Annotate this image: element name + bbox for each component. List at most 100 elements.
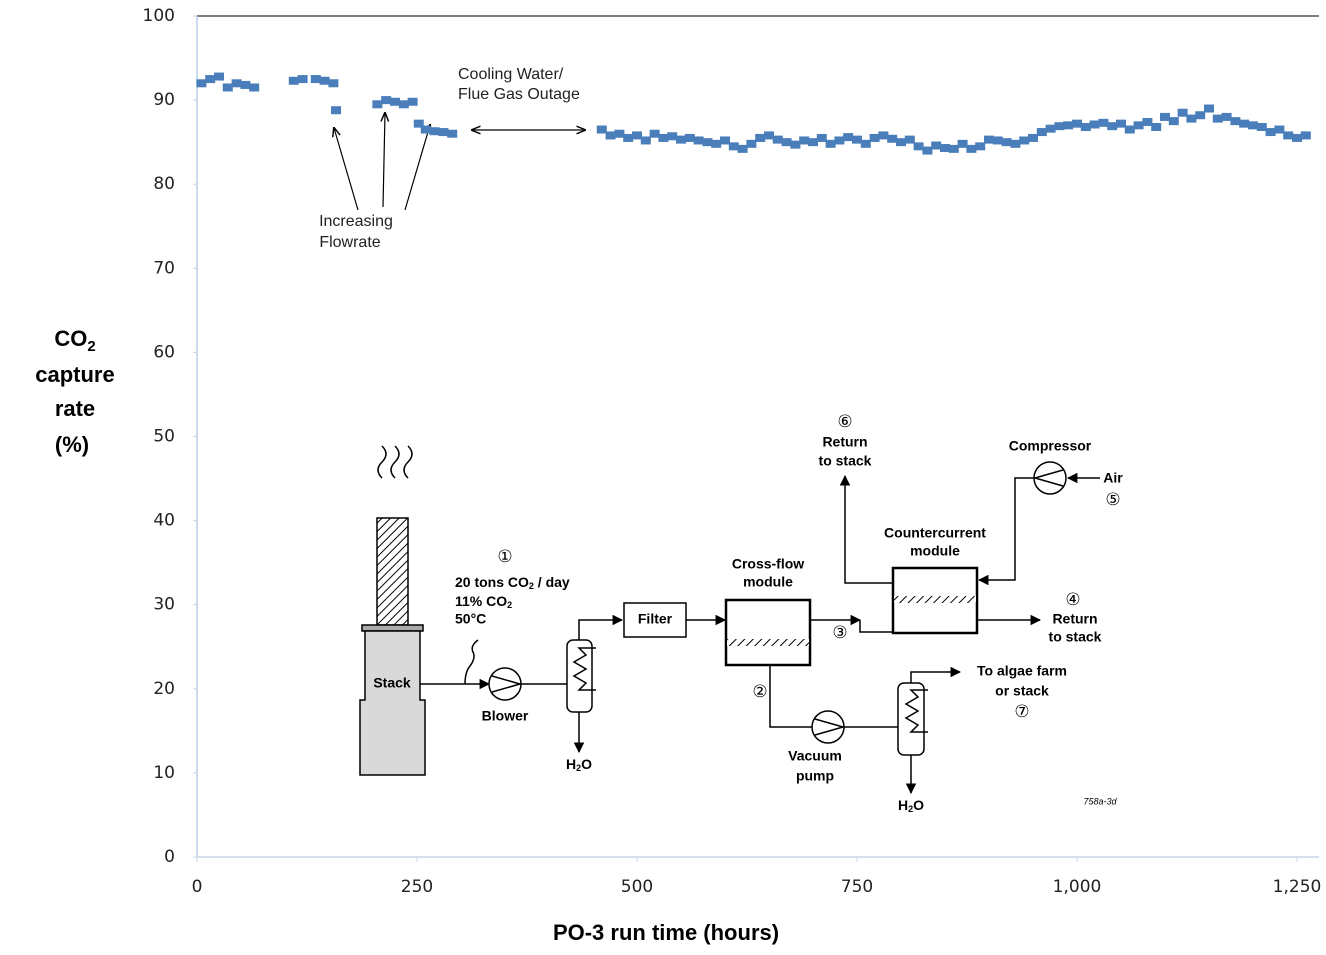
point: [966, 144, 977, 153]
point: [904, 135, 915, 144]
sub: 2: [576, 763, 581, 773]
point: [1019, 136, 1030, 145]
point: [808, 138, 818, 147]
point: [1283, 131, 1294, 140]
y-tick-label: 30: [153, 595, 175, 615]
point: [693, 136, 704, 145]
point: [1204, 104, 1214, 113]
point: [667, 132, 678, 141]
return-label: to stack: [819, 453, 872, 469]
point: [887, 134, 898, 143]
y-tick-label: 100: [143, 6, 175, 26]
point: [596, 125, 607, 134]
point: [931, 141, 942, 150]
x-tick-label: 750: [841, 877, 873, 897]
annotation: Flue Gas Outage: [458, 86, 580, 103]
stack-label: Stack: [373, 675, 411, 691]
point: [834, 136, 845, 145]
point: [632, 131, 642, 140]
point: [310, 75, 321, 84]
point: [331, 106, 342, 115]
point: [772, 135, 783, 144]
point: [764, 131, 774, 140]
y-label: CO2: [54, 326, 95, 355]
point: [702, 138, 713, 147]
point: [684, 133, 695, 142]
point: [913, 142, 924, 151]
point: [649, 129, 660, 138]
point: [728, 142, 739, 151]
y-label-sub: 2: [87, 338, 95, 355]
water-label: H2O: [898, 797, 924, 815]
crossflow-label: Cross-flow: [732, 556, 804, 572]
point: [1248, 121, 1258, 130]
water-label: H2O: [566, 756, 592, 774]
algae-label: To algae farm: [977, 663, 1067, 679]
point: [1098, 118, 1109, 127]
point: [1063, 121, 1074, 130]
y-label-main: CO: [54, 326, 87, 351]
point: [852, 135, 862, 144]
point: [860, 139, 871, 148]
point: [438, 128, 449, 137]
h: H: [898, 797, 908, 813]
point: [1045, 124, 1056, 133]
crossflow-label: module: [743, 574, 793, 590]
x-tick-label: 1,000: [1053, 877, 1102, 897]
point: [843, 133, 854, 142]
point: [825, 139, 836, 148]
stream-label: 50°C: [455, 611, 486, 627]
point: [781, 138, 792, 147]
point: [1054, 122, 1065, 131]
point: [1028, 133, 1038, 142]
point: [1195, 111, 1206, 120]
point: [214, 72, 224, 81]
point: [1089, 120, 1100, 129]
stream-number: ⑦: [1014, 702, 1029, 722]
point: [1221, 112, 1232, 121]
countercurrent-label: Countercurrent: [884, 525, 986, 541]
y-tick-label: 40: [153, 511, 175, 531]
point: [328, 79, 339, 88]
o: O: [581, 756, 592, 772]
x-label: PO-3 run time (hours): [553, 920, 779, 945]
point: [381, 96, 392, 105]
point: [1292, 133, 1302, 142]
annotation: Increasing: [319, 213, 393, 230]
point: [288, 76, 299, 85]
point: [1116, 119, 1126, 128]
point: [623, 133, 634, 142]
stream-number: ②: [752, 682, 767, 702]
point: [319, 76, 330, 85]
point: [869, 133, 880, 142]
point: [1036, 128, 1047, 137]
y-tick-label: 70: [153, 258, 175, 278]
point: [1274, 125, 1285, 134]
y-tick-label: 0: [164, 847, 175, 867]
point: [948, 144, 959, 153]
point: [878, 131, 889, 140]
return-label: to stack: [1049, 629, 1102, 645]
point: [720, 136, 730, 145]
point: [790, 140, 801, 149]
stream-label: 11% CO2: [455, 593, 512, 611]
t: 11% CO: [455, 593, 507, 609]
point: [1001, 138, 1012, 147]
point: [1239, 119, 1250, 128]
algae-label: or stack: [995, 683, 1049, 699]
code-label: 758a-3d: [1083, 796, 1117, 806]
point: [196, 79, 207, 88]
y-tick-label: 50: [153, 427, 175, 447]
point: [816, 133, 827, 142]
point: [407, 97, 418, 106]
annotation: Flowrate: [319, 234, 380, 251]
vacuum-label: pump: [796, 768, 834, 784]
point: [605, 131, 616, 140]
y-label: rate: [55, 396, 95, 421]
air-label: Air: [1103, 470, 1123, 486]
point: [1107, 122, 1118, 131]
stream-number: ④: [1065, 590, 1080, 610]
y-tick-label: 10: [153, 763, 175, 783]
point: [1010, 139, 1021, 148]
